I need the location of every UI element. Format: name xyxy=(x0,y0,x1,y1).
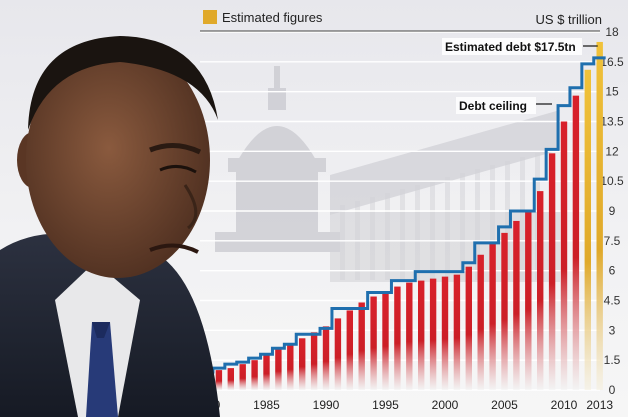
annotation-debt-ceiling: Debt ceiling xyxy=(456,97,552,114)
bar-2000 xyxy=(441,276,449,390)
bar-1982 xyxy=(227,368,234,390)
nose xyxy=(183,184,198,230)
x-tick-label: 1995 xyxy=(372,398,399,412)
bar-1992 xyxy=(346,310,353,390)
x-tick-label: 1985 xyxy=(253,398,280,412)
legend-label-estimated: Estimated figures xyxy=(222,10,323,25)
bar-1981 xyxy=(215,370,223,390)
x-tick-label: 2013 xyxy=(586,398,613,412)
x-tick-label: 2000 xyxy=(432,398,459,412)
bar-1984 xyxy=(251,360,258,390)
bar-1986 xyxy=(275,348,282,390)
hair xyxy=(28,36,218,130)
mouth xyxy=(149,243,199,254)
bar-1996 xyxy=(394,286,401,390)
bar-1990 xyxy=(322,326,330,390)
man-photo xyxy=(0,36,220,417)
bar-2009 xyxy=(548,153,556,390)
bar-1985 xyxy=(263,354,270,390)
y-tick-label: 10.5 xyxy=(600,174,624,188)
y-tick-label: 4.5 xyxy=(604,294,621,308)
y-tick-label: 18 xyxy=(605,25,619,39)
y-tick-label: 13.5 xyxy=(600,115,624,129)
y-tick-label: 12 xyxy=(605,144,619,158)
y-tick-label: 0 xyxy=(609,383,616,397)
y-tick-label: 1.5 xyxy=(604,353,621,367)
y-axis-unit-label: US $ trillion xyxy=(536,12,602,27)
bar-1988 xyxy=(299,338,306,390)
y-tick-label: 9 xyxy=(609,204,616,218)
y-tick-label: 6 xyxy=(609,264,616,278)
x-tick-label: 2005 xyxy=(491,398,518,412)
y-tick-label: 3 xyxy=(609,323,616,337)
bar-2003 xyxy=(477,254,484,390)
bar-1994 xyxy=(370,296,377,390)
bar-2011 xyxy=(572,95,580,391)
x-tick-label: 1990 xyxy=(313,398,340,412)
bar-2005 xyxy=(501,232,508,390)
bar-estimated-2012 xyxy=(584,69,591,391)
svg-text:Debt ceiling: Debt ceiling xyxy=(459,99,527,113)
annotation-estimated-debt: Estimated debt $17.5tn xyxy=(442,38,598,55)
bar-1987 xyxy=(287,344,294,390)
bar-estimated-2013 xyxy=(596,41,603,390)
bar-2004 xyxy=(489,242,496,390)
eye xyxy=(159,165,197,174)
bar-2008 xyxy=(537,191,544,390)
bar-2007 xyxy=(525,211,532,390)
debt-ceiling-line xyxy=(201,56,606,374)
bar-1993 xyxy=(358,302,365,390)
bars xyxy=(203,41,603,391)
face xyxy=(26,42,210,278)
brow xyxy=(149,143,202,155)
bar-1991 xyxy=(334,318,342,390)
bar-1999 xyxy=(429,278,437,390)
bar-2001 xyxy=(453,274,461,390)
bar-1983 xyxy=(239,364,246,390)
bar-1997 xyxy=(406,282,413,390)
bar-2010 xyxy=(560,121,568,390)
y-tick-labels: 0 1.5 3 4.5 6 7.5 9 10.5 12 13.5 15 16.5 18 xyxy=(600,25,624,397)
bar-1989 xyxy=(310,332,318,390)
y-tick-label: 15 xyxy=(605,85,619,99)
bar-1995 xyxy=(382,292,389,390)
y-tick-label: 7.5 xyxy=(604,234,621,248)
bar-2006 xyxy=(513,220,520,390)
bar-2002 xyxy=(465,266,472,390)
legend-swatch-estimated xyxy=(203,10,217,24)
bar-1998 xyxy=(418,280,425,390)
x-tick-labels: 19801985199019952000200520102013 xyxy=(194,398,614,412)
tie xyxy=(86,322,118,417)
y-tick-label: 16.5 xyxy=(600,55,624,69)
svg-text:Estimated debt $17.5tn: Estimated debt $17.5tn xyxy=(445,40,576,54)
x-tick-label: 2010 xyxy=(551,398,578,412)
